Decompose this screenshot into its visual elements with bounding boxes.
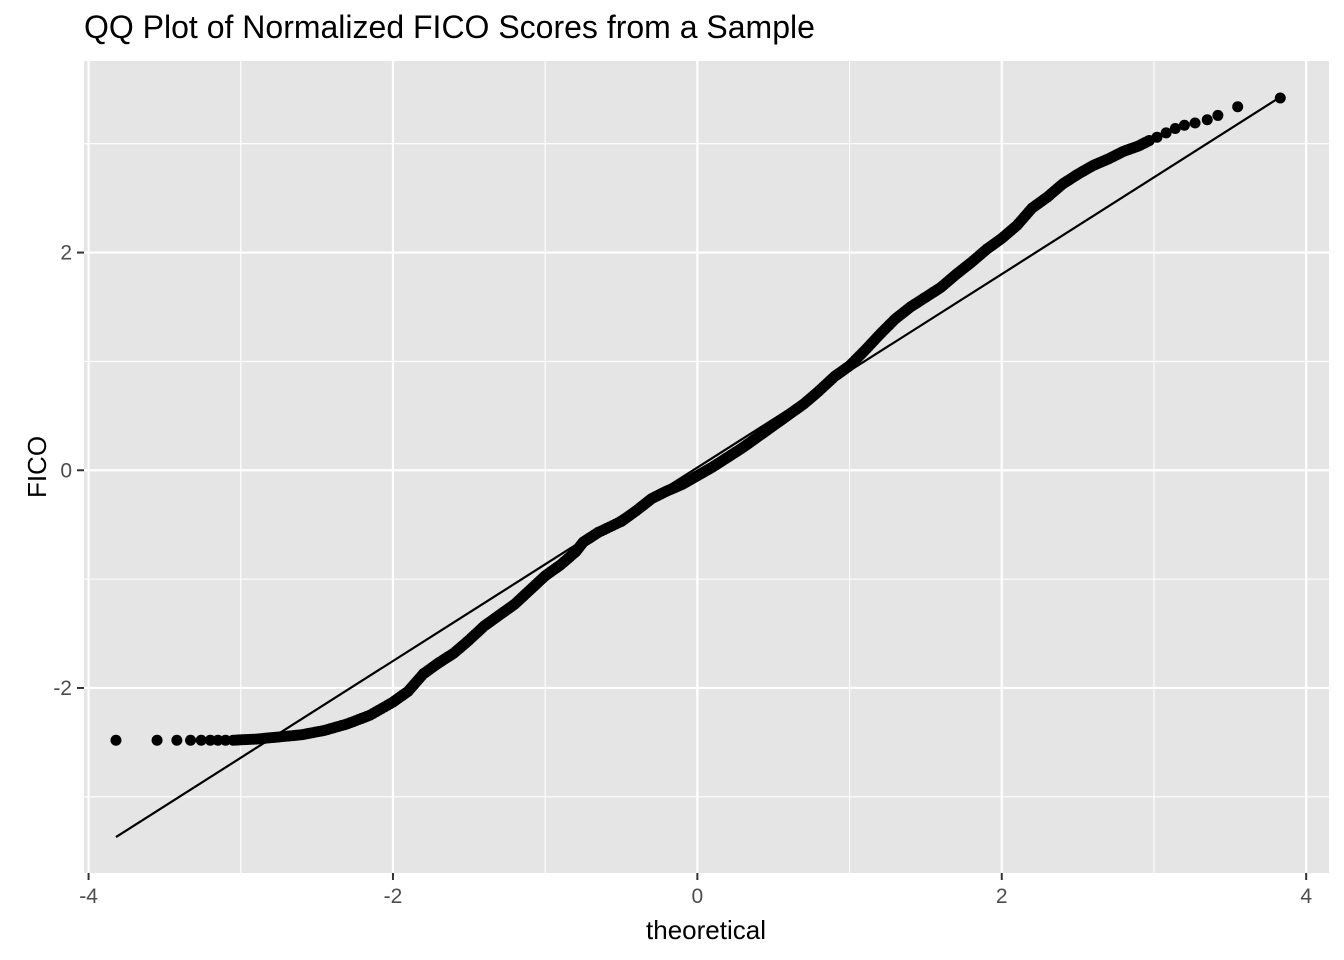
data-point: [1160, 127, 1172, 139]
reference-line-group: [115, 97, 1280, 839]
x-tick-label: 0: [692, 885, 704, 908]
data-point: [195, 734, 207, 746]
data-point: [220, 734, 232, 746]
data-point: [171, 734, 183, 746]
data-point: [1143, 134, 1155, 146]
data-points: [110, 92, 1286, 746]
reference-line: [115, 97, 1280, 839]
data-point: [1274, 92, 1286, 104]
x-tick-label: -4: [79, 885, 98, 908]
y-axis-title: FICO: [22, 436, 52, 498]
y-tick-label: -2: [53, 677, 72, 700]
data-point: [1169, 122, 1181, 134]
data-point: [110, 734, 122, 746]
y-tick-label: 2: [60, 242, 72, 265]
data-point: [1212, 109, 1224, 121]
data-point: [204, 734, 216, 746]
x-tick-label: -2: [384, 885, 403, 908]
data-point: [1201, 114, 1213, 126]
data-point: [151, 734, 163, 746]
data-point: [212, 734, 224, 746]
data-point: [185, 734, 197, 746]
data-point: [1189, 117, 1201, 129]
x-tick-label: 4: [1300, 885, 1312, 908]
axes: -4 -2 0 2 4 -2 0 2: [53, 242, 1312, 908]
data-point: [1232, 101, 1244, 113]
chart-title: QQ Plot of Normalized FICO Scores from a…: [84, 9, 815, 45]
x-axis-title: theoretical: [646, 915, 766, 945]
y-tick-label: 0: [60, 459, 72, 482]
x-tick-label: 2: [996, 885, 1008, 908]
data-point: [1178, 119, 1190, 131]
